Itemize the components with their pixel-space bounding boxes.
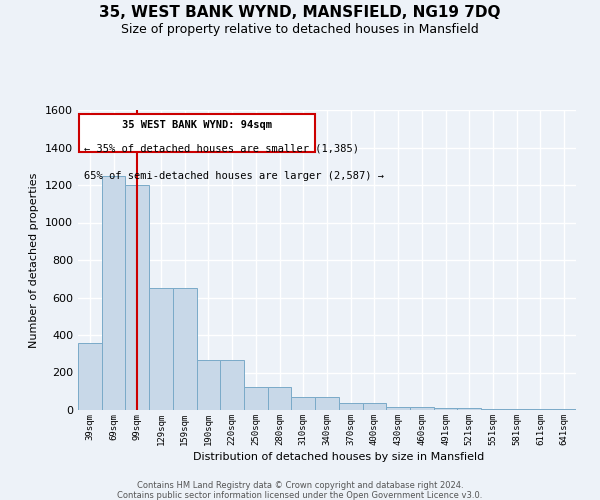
Bar xyxy=(386,406,410,410)
Bar xyxy=(505,408,529,410)
FancyBboxPatch shape xyxy=(79,114,315,152)
Text: 35, WEST BANK WYND, MANSFIELD, NG19 7DQ: 35, WEST BANK WYND, MANSFIELD, NG19 7DQ xyxy=(99,5,501,20)
Bar xyxy=(552,408,576,410)
Bar xyxy=(268,386,292,410)
Text: Contains HM Land Registry data © Crown copyright and database right 2024.: Contains HM Land Registry data © Crown c… xyxy=(137,481,463,490)
Bar xyxy=(481,408,505,410)
Bar xyxy=(529,408,552,410)
Text: 35 WEST BANK WYND: 94sqm: 35 WEST BANK WYND: 94sqm xyxy=(122,120,272,130)
Text: 65% of semi-detached houses are larger (2,587) →: 65% of semi-detached houses are larger (… xyxy=(84,171,384,180)
Bar xyxy=(149,288,173,410)
Bar xyxy=(197,360,220,410)
Bar xyxy=(339,404,362,410)
Bar xyxy=(362,404,386,410)
Bar xyxy=(315,397,339,410)
Bar xyxy=(410,406,434,410)
Bar xyxy=(292,397,315,410)
Bar xyxy=(102,176,125,410)
Bar xyxy=(220,360,244,410)
Bar xyxy=(244,386,268,410)
Bar xyxy=(173,288,197,410)
Text: Size of property relative to detached houses in Mansfield: Size of property relative to detached ho… xyxy=(121,22,479,36)
Y-axis label: Number of detached properties: Number of detached properties xyxy=(29,172,40,348)
Bar xyxy=(78,342,102,410)
Bar xyxy=(125,185,149,410)
Text: Contains public sector information licensed under the Open Government Licence v3: Contains public sector information licen… xyxy=(118,491,482,500)
Bar xyxy=(434,408,457,410)
Bar xyxy=(457,408,481,410)
Text: Distribution of detached houses by size in Mansfield: Distribution of detached houses by size … xyxy=(193,452,485,462)
Text: ← 35% of detached houses are smaller (1,385): ← 35% of detached houses are smaller (1,… xyxy=(84,144,359,154)
